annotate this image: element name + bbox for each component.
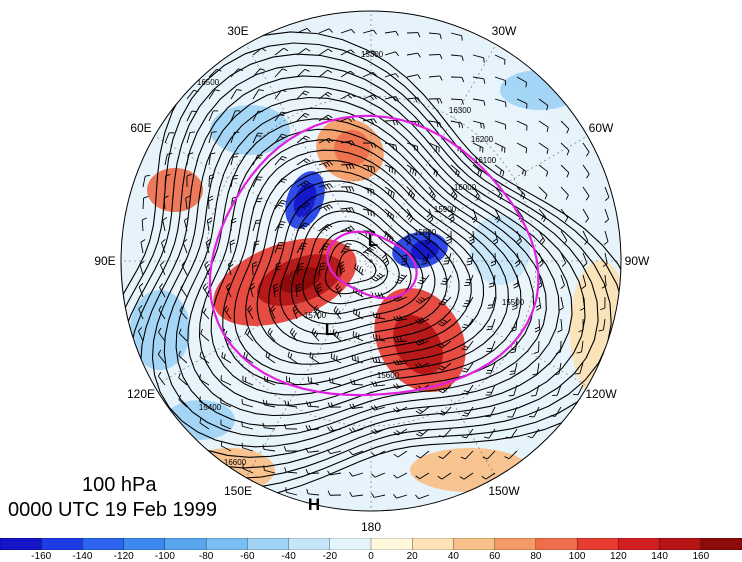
longitude-label: 60W bbox=[589, 121, 614, 135]
longitude-label: 0 bbox=[368, 0, 375, 2]
colorbar-swatch bbox=[41, 538, 83, 550]
low-center-2: L bbox=[325, 320, 335, 340]
colorbar-swatch bbox=[577, 538, 619, 550]
longitude-label: 120E bbox=[127, 387, 155, 401]
colorbar-tick-label: 160 bbox=[692, 551, 709, 562]
low-center-1: L bbox=[368, 231, 378, 251]
anomaly-patch bbox=[500, 70, 580, 110]
height-contour-label: 16400 bbox=[412, 8, 435, 17]
height-contour-label: 15800 bbox=[414, 228, 437, 237]
colorbar-tick-label: 120 bbox=[610, 551, 627, 562]
colorbar-tick-label: 0 bbox=[368, 551, 374, 562]
height-contour-label: 16100 bbox=[474, 156, 497, 165]
colorbar-tick-label: -100 bbox=[155, 551, 175, 562]
colorbar-swatch bbox=[412, 538, 454, 550]
colorbar-swatch bbox=[247, 538, 289, 550]
colorbar-tick-label: 60 bbox=[489, 551, 500, 562]
height-contour-label: 16300 bbox=[449, 106, 472, 115]
colorbar-swatch bbox=[124, 538, 166, 550]
colorbar-swatch bbox=[371, 538, 413, 550]
height-contour-label: 15600 bbox=[377, 371, 400, 380]
longitude-label: 150E bbox=[224, 484, 252, 498]
time-caption: 0000 UTC 19 Feb 1999 bbox=[8, 499, 217, 522]
colorbar-tick-label: 140 bbox=[651, 551, 668, 562]
colorbar-tick-label: 40 bbox=[448, 551, 459, 562]
level-caption: 100 hPa bbox=[82, 474, 157, 497]
colorbar-swatch bbox=[618, 538, 660, 550]
height-contour-label: 15700 bbox=[304, 311, 327, 320]
height-contour-label: 16200 bbox=[471, 135, 494, 144]
colorbar-tick-label: -140 bbox=[72, 551, 92, 562]
colorbar-tick-label: -40 bbox=[281, 551, 295, 562]
colorbar-swatch bbox=[289, 538, 331, 550]
colorbar-tick-label: -160 bbox=[31, 551, 51, 562]
colorbar-swatch bbox=[165, 538, 207, 550]
colorbar-swatch bbox=[660, 538, 702, 550]
high-center: H bbox=[308, 495, 320, 515]
height-contour-label: 16500 bbox=[197, 78, 220, 87]
colorbar-swatch bbox=[495, 538, 537, 550]
height-contour-label: 15300 bbox=[361, 50, 384, 59]
height-contour-label: 15400 bbox=[199, 403, 222, 412]
colorbar-swatch bbox=[0, 538, 42, 550]
colorbar-tick-label: -20 bbox=[323, 551, 337, 562]
height-contour-label: 15500 bbox=[502, 298, 525, 307]
colorbar-tick-label: 100 bbox=[569, 551, 586, 562]
colorbar-tick-label: 80 bbox=[530, 551, 541, 562]
colorbar-tick-label: -80 bbox=[199, 551, 213, 562]
colorbar-swatch bbox=[82, 538, 124, 550]
colorbar bbox=[0, 538, 742, 550]
longitude-label: 90W bbox=[625, 254, 650, 268]
longitude-label: 120W bbox=[585, 387, 616, 401]
height-contour-label: 15900 bbox=[434, 205, 457, 214]
longitude-label: 30W bbox=[492, 24, 517, 38]
longitude-label: 30E bbox=[227, 24, 248, 38]
colorbar-tick-label: 20 bbox=[407, 551, 418, 562]
colorbar-tick-label: -60 bbox=[240, 551, 254, 562]
colorbar-swatch bbox=[330, 538, 372, 550]
longitude-label: 90E bbox=[94, 254, 115, 268]
longitude-label: 60E bbox=[130, 121, 151, 135]
longitude-label: 180 bbox=[361, 520, 381, 534]
colorbar-tick-label: -120 bbox=[114, 551, 134, 562]
colorbar-swatch bbox=[206, 538, 248, 550]
colorbar-swatch bbox=[701, 538, 742, 550]
height-contour-label: 16000 bbox=[454, 183, 477, 192]
colorbar-swatch bbox=[536, 538, 578, 550]
longitude-label: 150W bbox=[488, 484, 519, 498]
colorbar-swatch bbox=[453, 538, 495, 550]
